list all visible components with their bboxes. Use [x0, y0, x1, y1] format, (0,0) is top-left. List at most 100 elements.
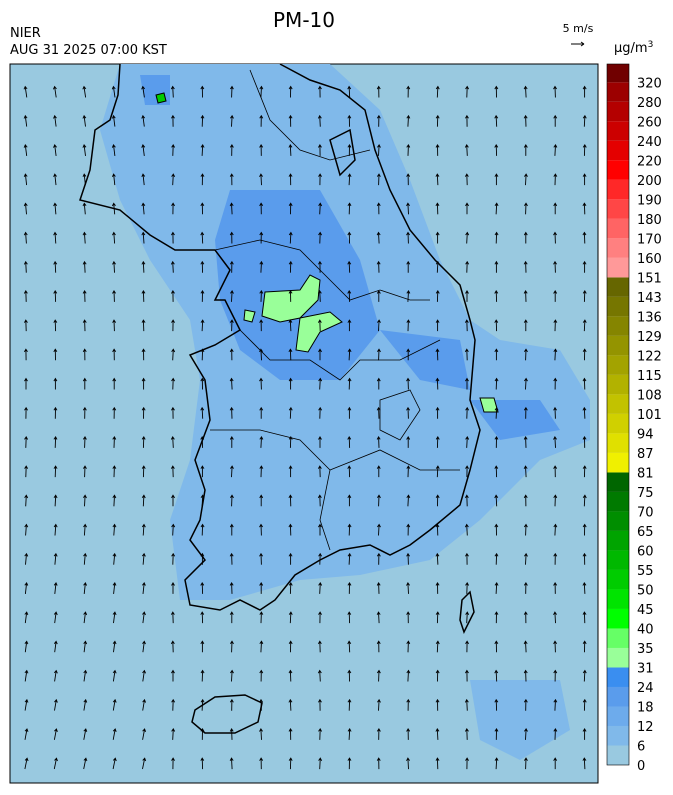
wind-arrow [347, 144, 352, 156]
wind-arrow [141, 377, 146, 390]
wind-arrow [200, 552, 205, 565]
wind-arrow [83, 465, 87, 478]
wind-arrow [288, 377, 293, 390]
wind-arrow [582, 319, 587, 332]
wind-arrow [53, 582, 58, 594]
wind-arrow [582, 611, 587, 624]
colorbar-tick-label: 70 [637, 505, 654, 520]
unit-base: μg/m [614, 41, 648, 56]
wind-arrow [200, 85, 205, 98]
wind-arrow [200, 406, 205, 419]
wind-arrow [229, 523, 234, 536]
wind-arrow [317, 494, 322, 507]
wind-arrow [553, 406, 557, 419]
wind-arrow [582, 231, 587, 244]
wind-arrow [112, 640, 117, 653]
wind-arrow [494, 494, 499, 507]
map [9, 63, 599, 784]
wind-arrow [406, 757, 410, 770]
wind-arrow [259, 85, 264, 98]
colorbar-tick-label: 6 [637, 739, 645, 754]
wind-arrow [259, 552, 263, 565]
wind-arrow [553, 698, 558, 711]
colorbar-tick-label: 190 [637, 193, 662, 208]
wind-arrow [318, 698, 322, 711]
wind-arrow [494, 406, 499, 419]
wind-arrow [464, 144, 469, 156]
wind-arrow [553, 552, 558, 565]
wind-arrow [523, 436, 528, 448]
colorbar-band [607, 121, 629, 141]
colorbar-tick-label: 60 [637, 544, 654, 559]
wind-arrow [112, 260, 116, 273]
wind-arrow [112, 231, 116, 244]
wind-arrow [200, 698, 205, 711]
wind-arrow [53, 436, 58, 448]
wind-arrow [582, 202, 587, 215]
wind-arrow [200, 494, 205, 507]
wind-scale-arrow [571, 41, 585, 47]
wind-arrow [435, 611, 440, 624]
colorbar-band [607, 101, 629, 122]
colorbar-band [607, 413, 629, 434]
wind-arrow [200, 377, 205, 390]
wind-arrow [259, 290, 264, 302]
wind-arrow [553, 290, 558, 302]
wind-arrow [582, 494, 587, 507]
wind-arrow [112, 757, 117, 770]
wind-arrow [82, 202, 87, 215]
wind-arrow [141, 494, 146, 507]
wind-arrow [171, 231, 175, 244]
wind-arrow [347, 523, 352, 536]
wind-arrow [406, 231, 410, 244]
wind-arrow [464, 523, 469, 536]
wind-arrow [111, 85, 116, 98]
wind-arrow [200, 173, 205, 186]
wind-arrow [523, 640, 528, 653]
wind-arrow [465, 465, 469, 478]
wind-arrow [347, 114, 352, 127]
wind-arrow [23, 85, 28, 98]
wind-arrow [553, 728, 558, 740]
wind-arrow [200, 582, 205, 594]
wind-arrow [229, 260, 234, 273]
wind-arrow [347, 406, 352, 419]
wind-arrow [524, 173, 528, 186]
wind-arrow [376, 640, 381, 653]
wind-arrow [200, 436, 205, 448]
wind-arrow [82, 114, 87, 127]
wind-arrow [347, 640, 352, 653]
wind-arrow [523, 114, 528, 127]
wind-arrow [52, 85, 57, 98]
wind-arrow [465, 436, 470, 448]
wind-arrow [494, 698, 499, 711]
wind-arrow [288, 582, 293, 594]
wind-arrow [171, 114, 175, 127]
wind-arrow [553, 377, 558, 390]
colorbar-band [607, 589, 629, 609]
wind-arrow [465, 289, 469, 302]
wind-arrow [376, 611, 381, 624]
wind-arrow [141, 202, 146, 215]
wind-arrow [54, 698, 58, 711]
colorbar-band [607, 550, 629, 570]
wind-arrow [435, 757, 440, 770]
wind-arrow [229, 436, 234, 448]
colorbar-band [607, 82, 629, 102]
wind-arrow [259, 611, 264, 624]
wind-arrow [435, 728, 440, 740]
wind-arrow [112, 698, 117, 711]
wind-arrow [494, 552, 499, 565]
wind-arrow [288, 202, 293, 215]
wind-arrow [553, 85, 557, 98]
colorbar-tick-label: 122 [637, 349, 662, 364]
wind-arrow [229, 173, 234, 186]
wind-arrow [24, 319, 28, 332]
colorbar-tick-label: 143 [637, 291, 662, 306]
wind-arrow [259, 669, 264, 682]
wind-arrow [171, 728, 176, 740]
wind-arrow [523, 582, 528, 594]
wind-arrow [53, 202, 58, 215]
wind-arrow [494, 757, 499, 770]
wind-arrow [347, 290, 352, 302]
